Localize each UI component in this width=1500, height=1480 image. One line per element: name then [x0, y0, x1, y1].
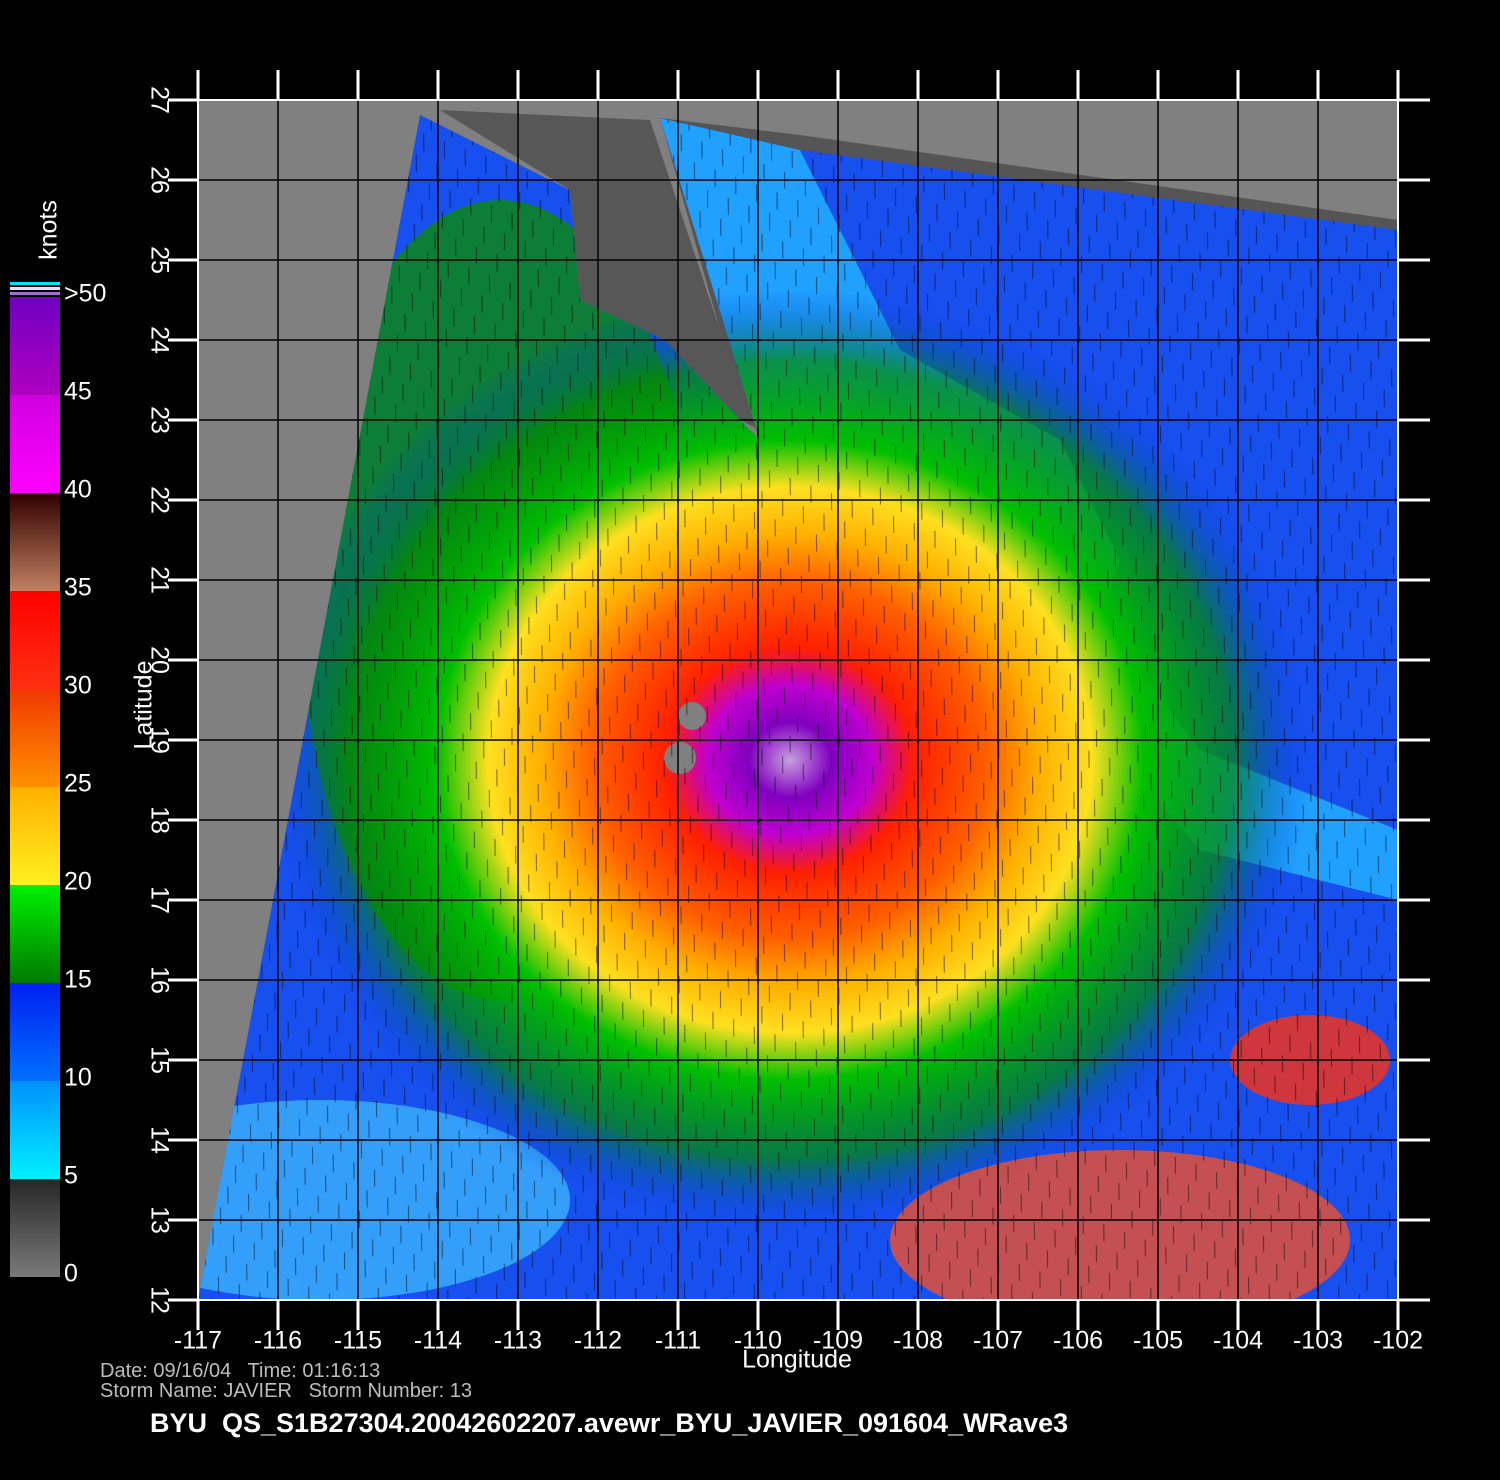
x-tick-label: -112 [574, 1327, 622, 1355]
x-tick-label: -104 [1213, 1327, 1263, 1355]
colorbar-tick-label: 5 [64, 1162, 78, 1190]
x-tick-label: -103 [1293, 1327, 1343, 1355]
y-tick-label: 15 [145, 1046, 173, 1074]
colorbar-tick-label: 20 [64, 868, 92, 896]
x-tick-label: -110 [734, 1327, 782, 1355]
colorbar-tick-label: 25 [64, 770, 92, 798]
map-area [198, 100, 1398, 1300]
x-tick-label: -107 [973, 1327, 1023, 1355]
x-tick-label: -115 [334, 1327, 382, 1355]
colorbar-segment [10, 885, 60, 983]
y-tick-label: 26 [145, 166, 173, 194]
colorbar-cap [10, 287, 60, 290]
colorbar-segment [10, 787, 60, 885]
colorbar-tick-label: 15 [64, 966, 92, 994]
colorbar-tick-label: 40 [64, 476, 92, 504]
peninsula [440, 110, 760, 430]
y-tick-label: 27 [145, 86, 173, 114]
y-tick-label: 21 [145, 566, 173, 594]
colorbar-segment [10, 983, 60, 1081]
colorbar-tick-label: 10 [64, 1064, 92, 1092]
swath [198, 115, 1398, 1300]
x-tick-label: -108 [893, 1327, 943, 1355]
x-tick-label: -117 [174, 1327, 222, 1355]
y-tick-label: 20 [145, 646, 173, 674]
plot-frame [197, 99, 1399, 1301]
y-tick-label: 12 [145, 1286, 173, 1314]
y-tick-label: 17 [145, 886, 173, 914]
colorbar-tick-label: 45 [64, 378, 92, 406]
y-tick-label: 22 [145, 486, 173, 514]
x-axis-label: Longitude [742, 1346, 852, 1374]
colorbar-tick-label: 30 [64, 672, 92, 700]
colorbar-title: knots [35, 200, 63, 260]
colorbar-cap [10, 292, 60, 295]
x-tick-label: -111 [655, 1327, 701, 1355]
y-tick-label: 16 [145, 966, 173, 994]
colorbar-segment [10, 1179, 60, 1277]
colorbar-segment [10, 493, 60, 591]
x-tick-label: -105 [1133, 1327, 1183, 1355]
x-tick-label: -102 [1373, 1327, 1423, 1355]
colorbar-segment [10, 297, 60, 395]
colorbar-segment [10, 395, 60, 493]
x-tick-label: -106 [1053, 1327, 1103, 1355]
file-line: BYU QS_S1B27304.20042602207.avewr_BYU_JA… [150, 1408, 1068, 1438]
y-tick-label: 14 [145, 1126, 173, 1154]
colorbar-tick-label: >50 [64, 280, 106, 308]
y-tick-label: 18 [145, 806, 173, 834]
colorbar-segment [10, 591, 60, 689]
x-tick-label: -109 [813, 1327, 863, 1355]
date-line: Date: 09/16/04 Time: 01:16:13 [100, 1360, 380, 1382]
y-tick-label: 23 [145, 406, 173, 434]
colorbar-segment [10, 1081, 60, 1179]
colorbar-segment [10, 689, 60, 787]
x-tick-label: -116 [254, 1327, 302, 1355]
x-tick-label: -113 [494, 1327, 542, 1355]
storm-line: Storm Name: JAVIER Storm Number: 13 [100, 1380, 472, 1402]
x-tick-label: -114 [414, 1327, 462, 1355]
y-tick-label: 25 [145, 246, 173, 274]
y-tick-label: 19 [145, 726, 173, 754]
y-tick-label: 13 [145, 1206, 173, 1234]
colorbar-cap [10, 282, 60, 285]
y-tick-label: 24 [145, 326, 173, 354]
y-axis-label: Latitude [130, 661, 158, 750]
colorbar-tick-label: 35 [64, 574, 92, 602]
colorbar-tick-label: 0 [64, 1260, 78, 1288]
